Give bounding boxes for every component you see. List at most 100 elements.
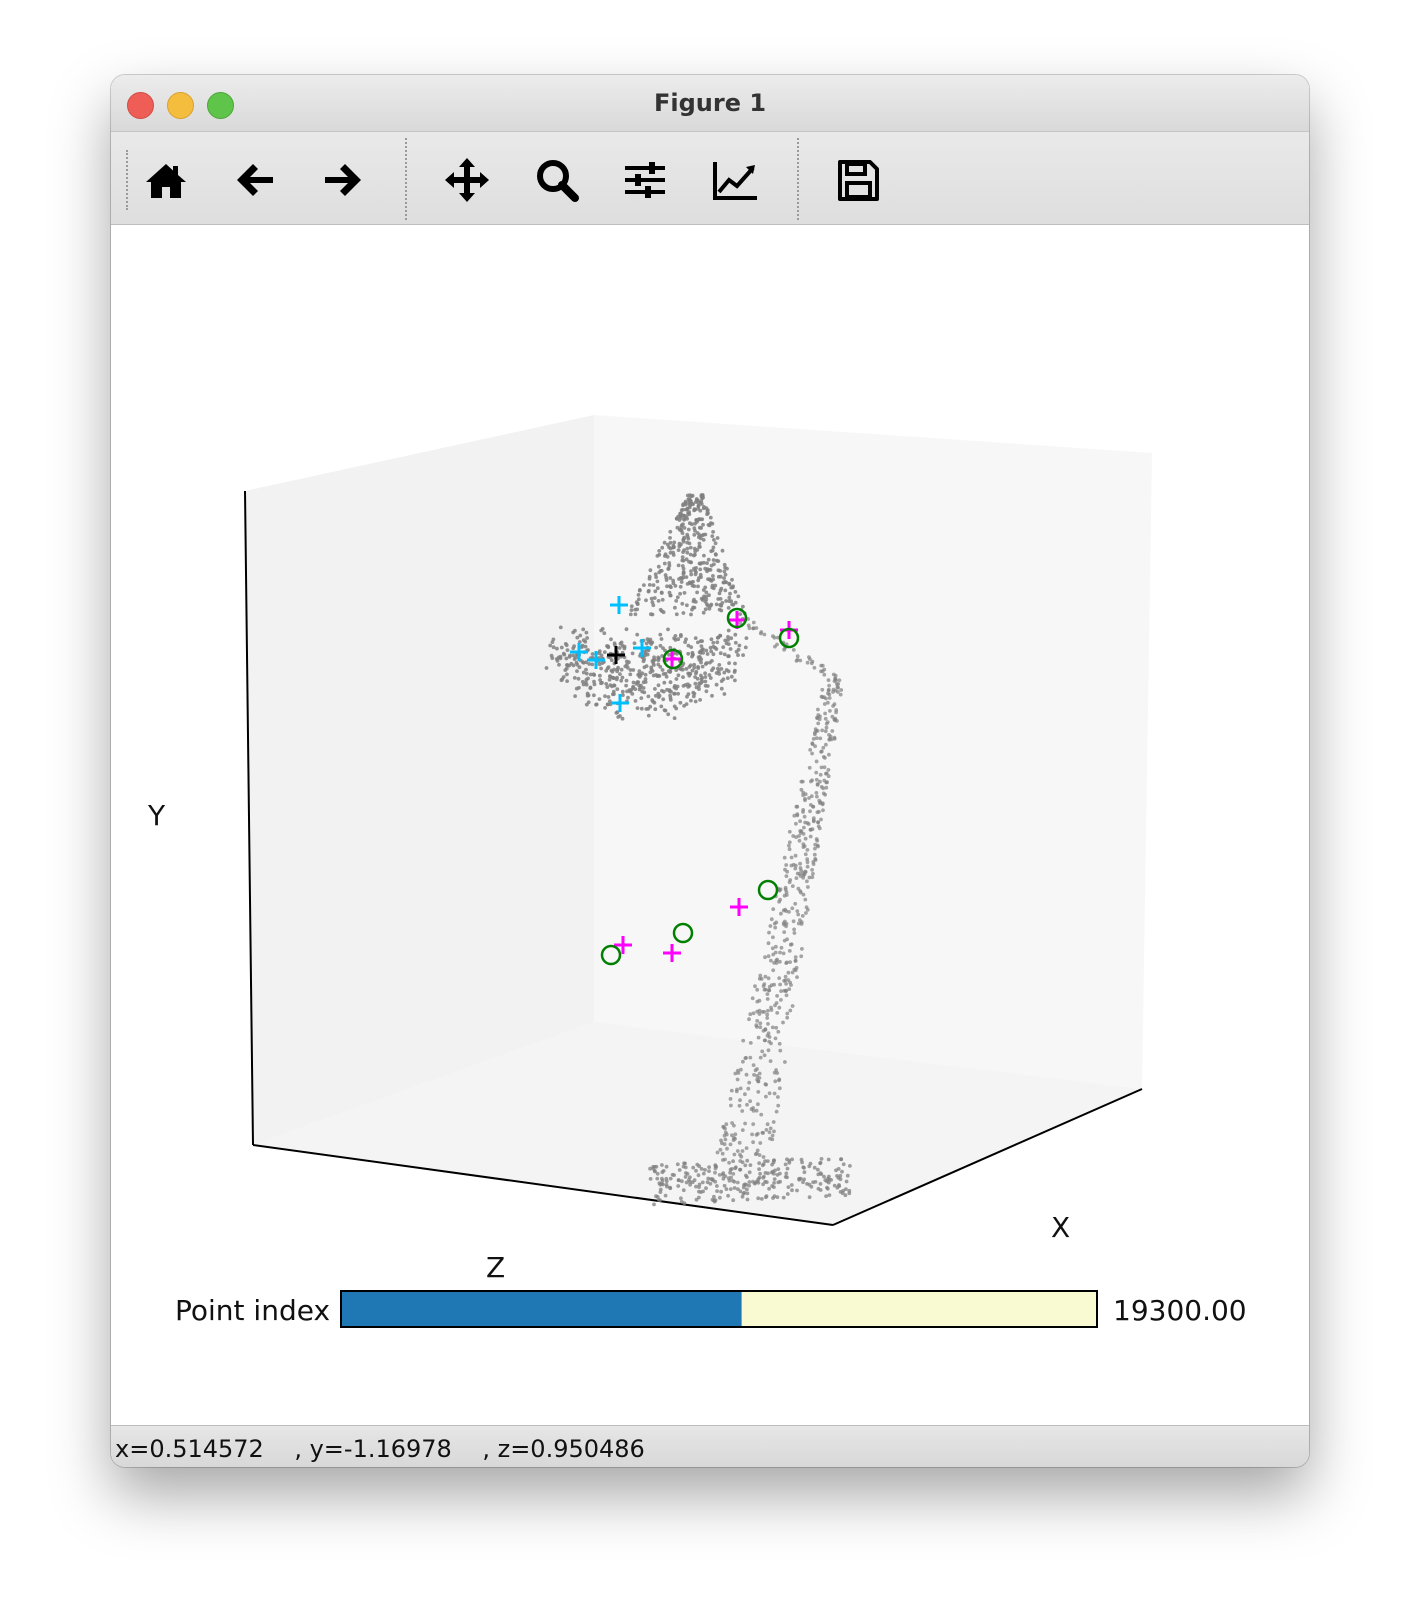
cloud-point [588,672,593,677]
cloud-point [811,819,816,824]
cloud-point [695,1162,700,1167]
toolbar-separator [797,138,799,220]
cloud-point [768,1136,772,1141]
cloud-point [697,544,702,549]
cyan-keypoint-marker [611,694,629,712]
cloud-point [718,1195,722,1200]
close-window-button[interactable] [127,92,154,119]
cloud-point [787,987,792,991]
cloud-point [674,612,679,617]
y-axis-line [244,490,254,1146]
cloud-point [665,584,669,589]
pan-button[interactable] [437,152,497,208]
cloud-point [621,693,625,697]
cloud-point [668,698,673,702]
cloud-point [597,662,602,667]
cloud-point [784,961,789,965]
forward-button[interactable] [313,152,373,208]
edit-axes-button[interactable] [705,152,765,208]
cloud-point [760,1010,765,1014]
slider-fill[interactable] [342,1292,742,1326]
maximize-window-button[interactable] [207,92,234,119]
cloud-point [744,1072,749,1077]
cloud-point [683,501,688,505]
cloud-point [788,960,792,964]
cloud-point [821,755,826,759]
cloud-point [550,640,555,644]
title-bar: Figure 1 [111,75,1309,132]
cloud-point [718,651,723,656]
cloud-point [802,1165,806,1170]
cloud-point [676,514,680,519]
cloud-point [696,584,700,589]
cloud-point [598,673,602,678]
toolbar-separator [405,138,407,220]
figure-canvas[interactable]: Y X Z Point index 19300.00 [111,225,1309,1413]
cloud-point [548,643,553,648]
cloud-point [657,549,662,553]
zoom-button[interactable] [527,152,587,208]
cloud-point [683,640,687,644]
cloud-point [694,518,699,522]
cloud-point [697,533,702,537]
cloud-point [796,912,801,917]
cloud-point [754,1025,759,1029]
cloud-point [722,569,727,574]
cloud-point [784,988,788,993]
cloud-point [747,1080,752,1085]
cloud-point [726,642,731,646]
cloud-point [731,1198,736,1203]
toolbar-grip[interactable] [126,150,128,210]
back-button[interactable] [225,152,285,208]
cloud-point [558,625,563,630]
cloud-point [705,508,710,512]
magenta-keypoint-marker [614,936,632,954]
cloud-point [555,659,560,663]
save-button[interactable] [828,152,888,208]
configure-subplots-button[interactable] [615,152,675,208]
minimize-window-button[interactable] [167,92,194,119]
cloud-point [771,634,775,638]
cloud-point [624,659,629,664]
cloud-point [732,1179,737,1184]
cloud-point [683,1161,687,1166]
cloud-point [679,633,683,637]
cloud-point [613,643,617,647]
cloud-point [681,503,685,508]
cloud-point [668,550,673,555]
3d-axes[interactable]: Y X Z Point index 19300.00 [111,225,1309,1413]
cloud-point [803,836,808,841]
cloud-point [744,1056,748,1060]
cloud-point [767,1130,772,1135]
cloud-point [710,585,715,590]
cloud-point [797,838,802,843]
cloud-point [776,1167,781,1171]
cloud-point [703,675,708,679]
cyan-keypoint-marker [570,643,588,661]
cloud-point [758,1055,763,1060]
cloud-point [764,1128,769,1132]
cloud-point [686,527,691,532]
cloud-point [720,1151,725,1156]
cloud-point [723,1137,728,1142]
cloud-point [655,1195,660,1199]
cloud-point [801,832,806,836]
cloud-point [692,533,697,537]
cloud-point [684,1171,688,1175]
cloud-point [572,657,577,661]
cloud-point [725,676,730,680]
cloud-point [692,665,697,670]
cloud-point [707,1165,711,1169]
cloud-point [680,531,685,535]
cloud-point [668,1176,673,1181]
cloud-point [675,525,680,530]
cloud-point [814,759,819,764]
cyan-keypoint-marker [610,596,628,614]
home-button[interactable] [136,152,196,208]
cloud-point [675,595,680,600]
cloud-point [817,826,822,831]
cloud-point [740,1109,745,1113]
cloud-point [787,1158,792,1163]
point-index-slider[interactable] [340,1290,1098,1328]
cloud-point [724,1122,729,1127]
